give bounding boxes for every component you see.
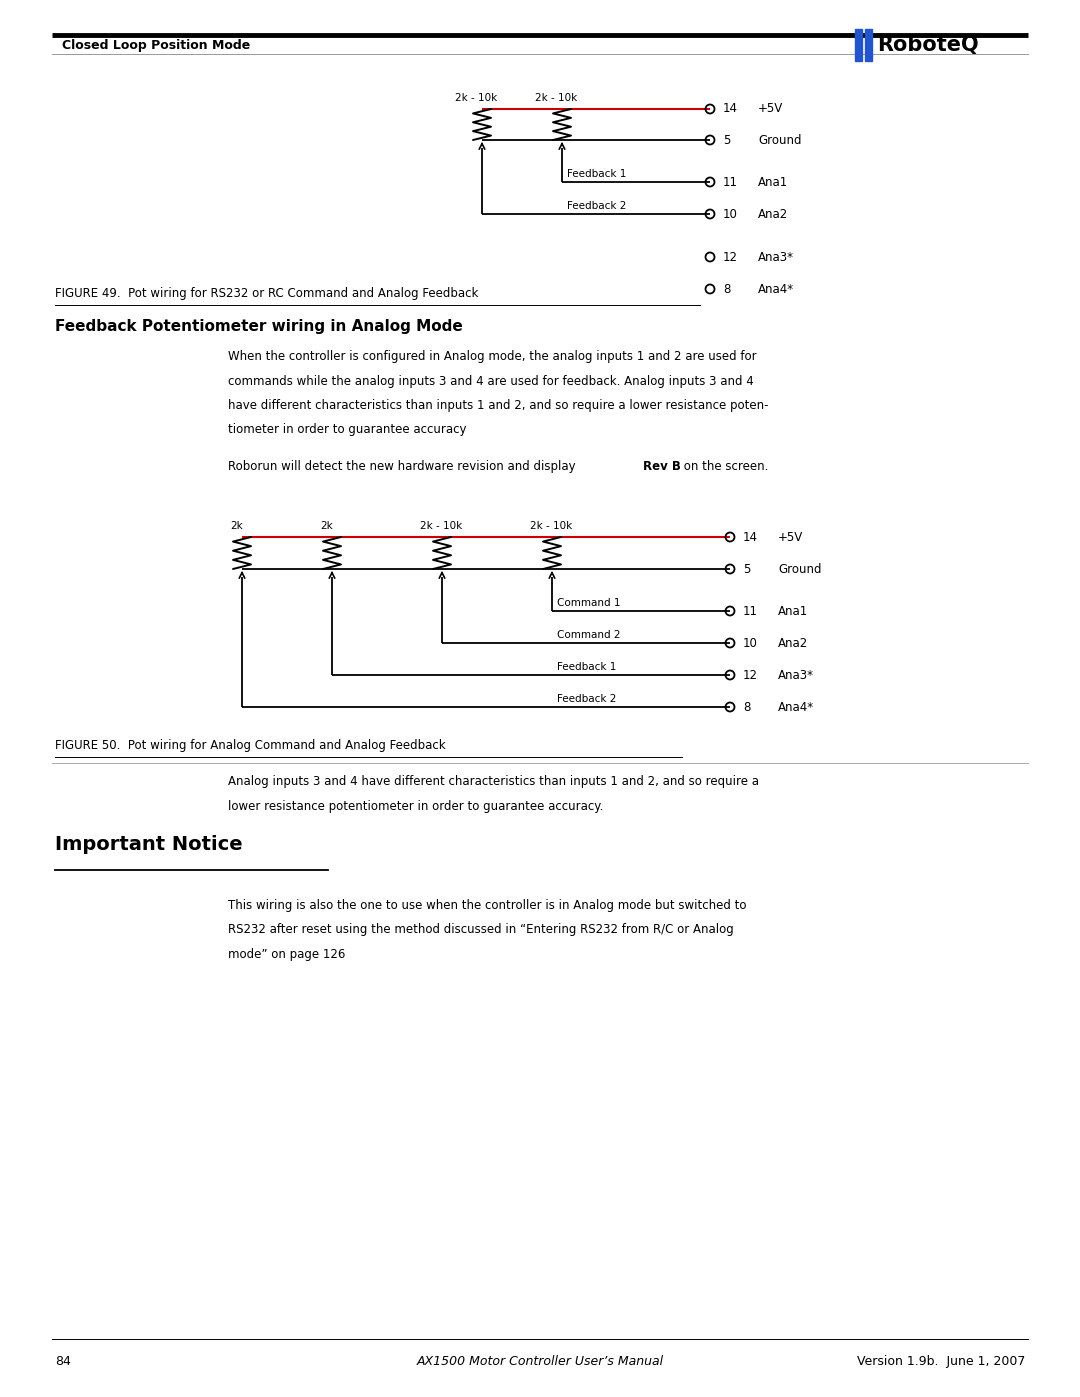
Text: 10: 10 <box>743 637 758 650</box>
Text: 8: 8 <box>723 282 730 296</box>
Text: mode” on page 126: mode” on page 126 <box>228 949 346 961</box>
Text: Ground: Ground <box>758 134 801 147</box>
Text: have different characteristics than inputs 1 and 2, and so require a lower resis: have different characteristics than inpu… <box>228 400 769 412</box>
Text: This wiring is also the one to use when the controller is in Analog mode but swi: This wiring is also the one to use when … <box>228 900 746 912</box>
Text: 2k: 2k <box>230 521 243 531</box>
Text: Feedback 2: Feedback 2 <box>567 201 626 211</box>
Text: Roborun will detect the new hardware revision and display: Roborun will detect the new hardware rev… <box>228 460 579 474</box>
Text: lower resistance potentiometer in order to guarantee accuracy.: lower resistance potentiometer in order … <box>228 799 604 813</box>
Text: When the controller is configured in Analog mode, the analog inputs 1 and 2 are : When the controller is configured in Ana… <box>228 351 757 363</box>
Text: 2k: 2k <box>320 521 333 531</box>
Text: 2k - 10k: 2k - 10k <box>530 521 572 531</box>
Text: Ana3*: Ana3* <box>778 669 814 682</box>
Text: Ana2: Ana2 <box>778 637 808 650</box>
Text: Version 1.9b.  June 1, 2007: Version 1.9b. June 1, 2007 <box>856 1355 1025 1368</box>
Text: 5: 5 <box>723 134 730 147</box>
Text: AX1500 Motor Controller User’s Manual: AX1500 Motor Controller User’s Manual <box>417 1355 663 1368</box>
Text: 14: 14 <box>723 102 738 116</box>
Text: Ana1: Ana1 <box>778 605 808 617</box>
Text: RS232 after reset using the method discussed in “Entering RS232 from R/C or Anal: RS232 after reset using the method discu… <box>228 923 733 936</box>
Text: Feedback Potentiometer wiring in Analog Mode: Feedback Potentiometer wiring in Analog … <box>55 319 462 334</box>
Text: 8: 8 <box>743 700 751 714</box>
Text: Ana2: Ana2 <box>758 208 788 221</box>
Text: Feedback 1: Feedback 1 <box>567 169 626 179</box>
Bar <box>865 29 872 61</box>
Text: 12: 12 <box>743 669 758 682</box>
Text: Important Notice: Important Notice <box>55 835 243 854</box>
Text: +5V: +5V <box>758 102 783 116</box>
Text: FIGURE 50.  Pot wiring for Analog Command and Analog Feedback: FIGURE 50. Pot wiring for Analog Command… <box>55 739 446 752</box>
Text: Ana4*: Ana4* <box>778 700 814 714</box>
Text: Feedback 1: Feedback 1 <box>557 662 617 672</box>
Text: 2k - 10k: 2k - 10k <box>535 94 577 103</box>
Text: Command 1: Command 1 <box>557 598 621 608</box>
Text: +5V: +5V <box>778 531 804 543</box>
Text: 12: 12 <box>723 250 738 264</box>
Text: 2k - 10k: 2k - 10k <box>455 94 497 103</box>
Text: Ana4*: Ana4* <box>758 282 794 296</box>
Text: 10: 10 <box>723 208 738 221</box>
Bar <box>855 29 862 61</box>
Text: 84: 84 <box>55 1355 71 1368</box>
Text: 11: 11 <box>723 176 738 189</box>
Text: Ana1: Ana1 <box>758 176 788 189</box>
Text: Ana3*: Ana3* <box>758 250 794 264</box>
Text: Closed Loop Position Mode: Closed Loop Position Mode <box>62 39 251 52</box>
Text: FIGURE 49.  Pot wiring for RS232 or RC Command and Analog Feedback: FIGURE 49. Pot wiring for RS232 or RC Co… <box>55 286 478 300</box>
Text: commands while the analog inputs 3 and 4 are used for feedback. Analog inputs 3 : commands while the analog inputs 3 and 4… <box>228 374 754 387</box>
Text: 5: 5 <box>743 563 751 576</box>
Text: Feedback 2: Feedback 2 <box>557 694 617 704</box>
Text: tiometer in order to guarantee accuracy: tiometer in order to guarantee accuracy <box>228 423 467 436</box>
Text: Ground: Ground <box>778 563 822 576</box>
Text: 2k - 10k: 2k - 10k <box>420 521 462 531</box>
Text: Command 2: Command 2 <box>557 630 621 640</box>
Text: 11: 11 <box>743 605 758 617</box>
Text: Rev B: Rev B <box>643 460 680 474</box>
Text: on the screen.: on the screen. <box>680 460 769 474</box>
Text: 14: 14 <box>743 531 758 543</box>
Text: RoboteQ: RoboteQ <box>877 35 978 54</box>
Text: Analog inputs 3 and 4 have different characteristics than inputs 1 and 2, and so: Analog inputs 3 and 4 have different cha… <box>228 775 759 788</box>
